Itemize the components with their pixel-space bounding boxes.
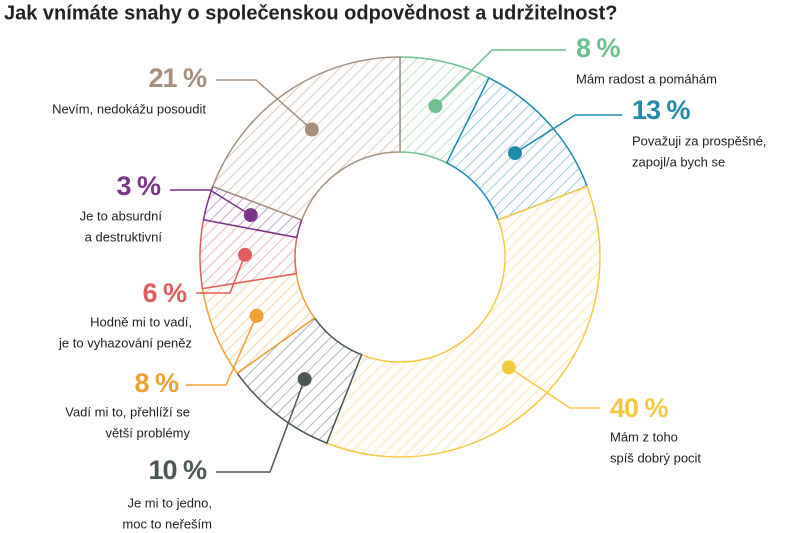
category-label: zapojl/a bych se	[632, 154, 725, 169]
category-label: Je to absurdní	[80, 208, 163, 223]
donut-segment	[211, 56, 401, 221]
category-label: Považuji za prospěšné,	[632, 133, 766, 148]
category-label: Hodně mi to vadí,	[90, 314, 192, 329]
leader-line	[216, 79, 313, 131]
category-label: Mám radost a pomáhám	[576, 71, 717, 86]
category-label: Mám z toho	[610, 429, 678, 444]
leader-line	[186, 315, 258, 386]
marker-dot	[243, 208, 258, 223]
category-label: je to vyhazování peněz	[58, 335, 192, 350]
value-label: 10 %	[148, 455, 207, 485]
category-label: Nevím, nedokážu posoudit	[52, 101, 206, 116]
leader-line	[196, 254, 246, 294]
leader-line	[434, 49, 566, 107]
value-label: 21 %	[148, 63, 207, 93]
marker-dot	[297, 372, 312, 387]
value-label: 8 %	[134, 368, 179, 398]
value-label: 3 %	[116, 171, 161, 201]
marker-dot	[304, 122, 319, 137]
category-label: spíš dobrý pocit	[610, 450, 701, 465]
value-label: 40 %	[610, 393, 669, 423]
category-label: větší problémy	[105, 425, 190, 440]
marker-dot	[249, 308, 264, 323]
category-label: moc to neřeším	[122, 516, 212, 531]
value-label: 13 %	[632, 95, 691, 125]
donut-segment	[325, 185, 601, 458]
value-label: 6 %	[142, 278, 187, 308]
category-label: a destruktivní	[85, 229, 163, 244]
leader-line	[514, 114, 622, 154]
value-label: 8 %	[576, 33, 621, 63]
marker-dot	[238, 247, 253, 262]
leader-line	[216, 378, 306, 473]
marker-dot	[428, 99, 443, 114]
category-label: Je mi to jedno,	[127, 495, 212, 510]
leader-line	[508, 366, 600, 409]
marker-dot	[507, 146, 522, 161]
chart-title: Jak vnímáte snahy o společenskou odpověd…	[4, 2, 617, 24]
leader-line	[170, 189, 252, 216]
marker-dot	[501, 360, 516, 375]
category-label: Vadí mi to, přehlíží se	[65, 404, 190, 419]
